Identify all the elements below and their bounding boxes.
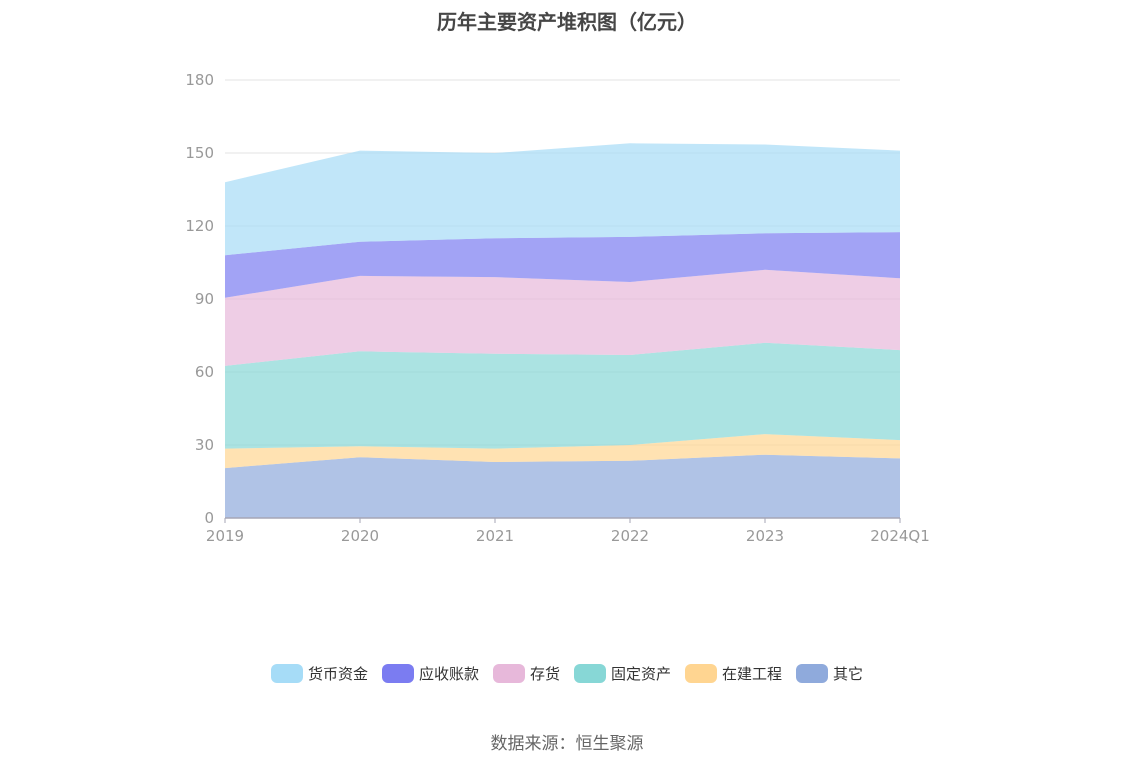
- legend-swatch: [492, 664, 525, 683]
- y-tick-label: 120: [185, 217, 214, 235]
- x-tick-label: 2019: [206, 527, 244, 545]
- area-series-3: [225, 269, 900, 366]
- legend-swatch: [574, 664, 606, 683]
- x-tick-label: 2022: [611, 527, 649, 545]
- chart-title: 历年主要资产堆积图（亿元）: [437, 10, 697, 34]
- data-source: 数据来源：恒生聚源: [490, 734, 644, 754]
- area-series-5: [225, 143, 900, 256]
- legend-item[interactable]: 应收账款: [381, 663, 479, 684]
- legend-item[interactable]: 固定资产: [574, 663, 671, 684]
- legend-item[interactable]: 货币资金: [270, 663, 368, 684]
- legend-label: 在建工程: [722, 665, 783, 683]
- legend-item[interactable]: 其它: [796, 663, 863, 684]
- axes: 0 30 60 90 120 150 180 2019 2020 2021 2022 2023 2024…: [185, 71, 929, 545]
- x-tick-label: 2024Q1: [870, 527, 930, 545]
- stacked-area-chart: 0 30 60 90 120 150 180 2019 2020 2021 2022 2023 2024…: [185, 71, 929, 545]
- y-tick-label: 0: [204, 509, 214, 527]
- area-series-0: [225, 454, 900, 518]
- area-series: [225, 143, 900, 518]
- y-tick-label: 150: [185, 144, 214, 162]
- x-tick-label: 2020: [341, 527, 379, 545]
- y-tick-label: 60: [195, 363, 214, 381]
- legend-swatch: [270, 664, 303, 683]
- legend-label: 应收账款: [418, 665, 479, 683]
- area-series-2: [225, 342, 900, 449]
- legend-item[interactable]: 在建工程: [685, 663, 782, 684]
- legend-label: 货币资金: [307, 665, 368, 683]
- legend-label: 存货: [529, 665, 560, 683]
- x-tick-label: 2023: [746, 527, 784, 545]
- legend-label: 其它: [833, 665, 864, 683]
- y-tick-label: 90: [195, 290, 214, 308]
- legend: 货币资金 应收账款 存货 固定资产 在建工程 其它: [0, 663, 1134, 684]
- area-series-1: [225, 434, 900, 469]
- legend-swatch: [685, 664, 718, 683]
- y-tick-label: 180: [185, 71, 214, 89]
- x-tick-label: 2021: [476, 527, 514, 545]
- legend-item[interactable]: 存货: [492, 663, 560, 684]
- y-tick-label: 30: [195, 436, 214, 454]
- legend-swatch: [796, 664, 829, 683]
- legend-label: 固定资产: [611, 665, 672, 683]
- area-series-4: [225, 232, 900, 298]
- legend-swatch: [381, 664, 414, 683]
